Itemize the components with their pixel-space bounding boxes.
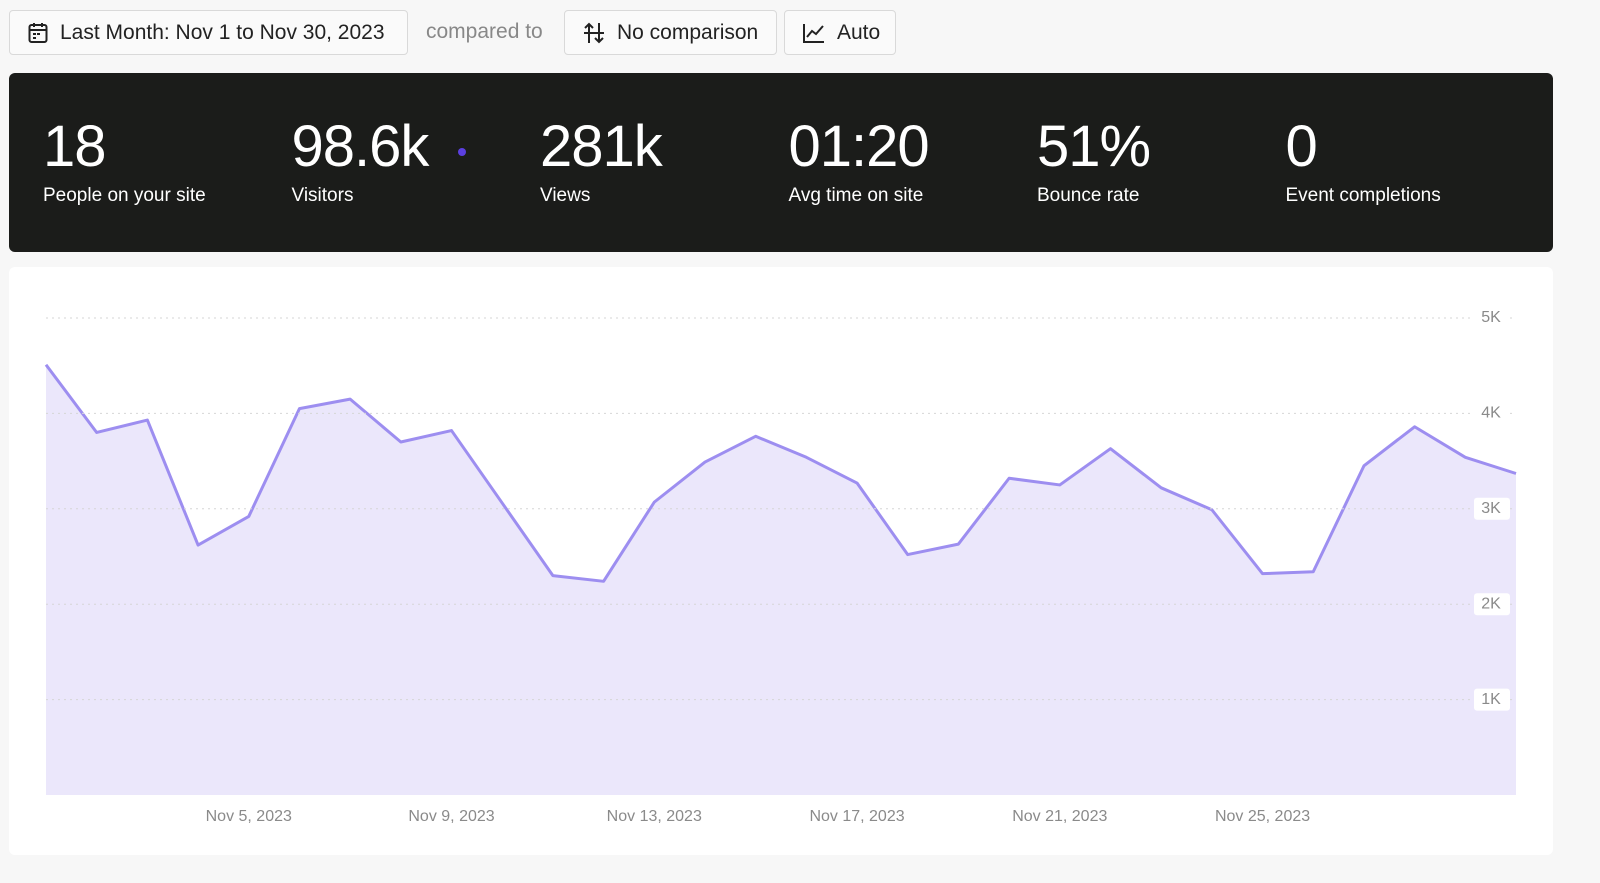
stat-label: Views	[540, 185, 591, 206]
y-tick-label-bg	[1474, 307, 1510, 329]
stat-value: 98.6k	[291, 114, 430, 179]
stat-value: 51%	[1037, 114, 1151, 179]
stat-value: 0	[1285, 114, 1318, 179]
stat-label: Event completions	[1285, 185, 1441, 206]
line	[44, 363, 1517, 583]
x-tick-label: Nov 17, 2023	[809, 808, 904, 825]
area	[46, 364, 1516, 795]
swap-icon	[584, 22, 604, 43]
comparison-button[interactable]: No comparison	[564, 10, 777, 55]
x-tick-label: Nov 13, 2023	[607, 808, 702, 825]
y-tick-label-bg	[1474, 593, 1510, 616]
y-tick-label-bg	[1474, 402, 1510, 425]
stat-label: People on your site	[43, 185, 206, 206]
y-tick-label-bg	[1474, 688, 1510, 711]
stat-value: 01:20	[788, 114, 930, 179]
date-range-label: Last Month: Nov 1 to Nov 30, 2023	[60, 20, 385, 44]
comparison-label: No comparison	[617, 20, 759, 44]
stat-value: 18	[43, 114, 107, 179]
compared-to-label: compared to	[426, 20, 543, 43]
y-tick-label: 2K	[1481, 595, 1501, 612]
y-tick-label-bg	[1474, 497, 1510, 520]
y-tick-label: 3K	[1481, 500, 1501, 517]
stat-value: 281k	[540, 114, 663, 179]
stats-panel: 18 People on your site 98.6k Visitors 281k Vi…	[9, 73, 1553, 252]
calendar-icon	[28, 22, 48, 43]
x-tick-label: Nov 9, 2023	[408, 808, 494, 825]
stat-label: Visitors	[291, 185, 354, 206]
chart-icon	[803, 23, 824, 43]
stat-label: Avg time on site	[788, 185, 924, 206]
x-tick-label: Nov 25, 2023	[1215, 808, 1310, 825]
y-tick-label: 5K	[1481, 309, 1501, 326]
y-tick-label: 4K	[1481, 405, 1501, 422]
stat-label: Bounce rate	[1037, 185, 1140, 206]
x-tick-label: Nov 5, 2023	[206, 808, 292, 825]
series-dot	[457, 148, 466, 156]
date-range-button[interactable]: Last Month: Nov 1 to Nov 30, 2023	[9, 10, 408, 55]
interval-label: Auto	[837, 20, 881, 44]
interval-button[interactable]: Auto	[784, 10, 896, 55]
y-tick-label: 1K	[1481, 691, 1501, 708]
x-tick-label: Nov 21, 2023	[1012, 808, 1107, 825]
